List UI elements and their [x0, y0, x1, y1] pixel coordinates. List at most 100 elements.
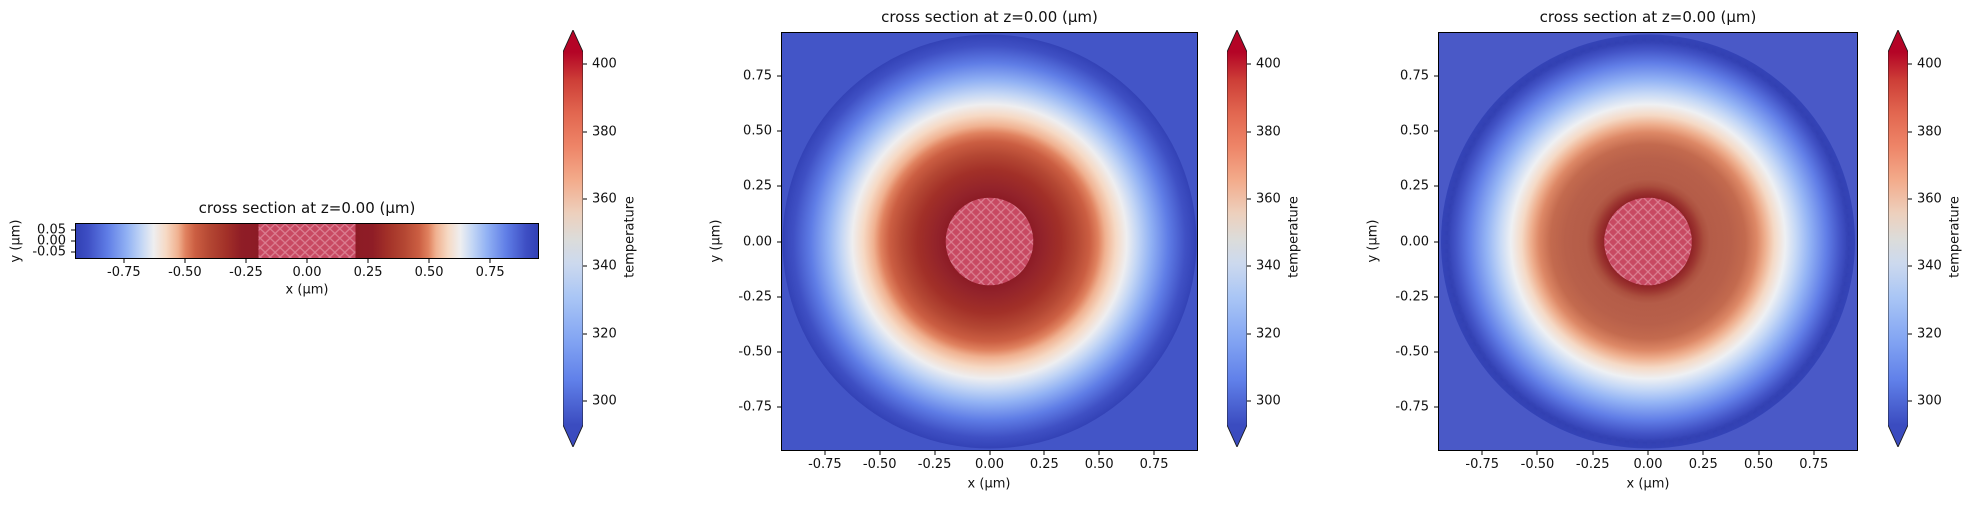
y-tick-mark	[71, 251, 75, 252]
cb-tick-label: 340	[1917, 258, 1942, 274]
cb-tick-label: 360	[1917, 191, 1942, 207]
x-tick-label: -0.25	[229, 265, 263, 280]
colorbar1-ticks: 400 380 360 340 320 300	[583, 52, 643, 425]
cb-tick-label: 380	[1256, 124, 1281, 140]
cb-tick-mark	[1908, 63, 1912, 65]
cb-tick-label: 400	[592, 56, 617, 72]
colorbar3: 400 380 360 340 320 300 temperature	[1887, 28, 1973, 449]
x-tick-mark	[306, 259, 308, 263]
cb-tick-label: 400	[1917, 56, 1942, 72]
y-tick-mark	[1434, 75, 1438, 77]
y-tick-label: 0.75	[743, 68, 772, 84]
plot2-ylabel: y (μm)	[708, 219, 724, 263]
y-tick-label: 0.50	[743, 123, 772, 139]
plot3-temperature-field	[1439, 33, 1857, 450]
plot1-axes	[75, 223, 539, 259]
plot2-y-ticks: 0.75 0.50 0.25 0.00 -0.25 -0.50 -0.75	[701, 32, 781, 451]
y-tick-mark	[777, 296, 781, 298]
plot1-temperature-field	[76, 224, 538, 258]
y-tick-mark	[777, 75, 781, 77]
plot2-x-ticks: -0.75 -0.50 -0.25 0.00 0.25 0.50 0.75	[781, 451, 1198, 475]
x-tick-label: 0.50	[414, 265, 444, 280]
plot3-ylabel: y (μm)	[1365, 219, 1381, 263]
x-tick-label: -0.50	[862, 457, 897, 472]
cb-tick-mark	[583, 198, 587, 200]
colorbar3-ticks: 400 380 360 340 320 300	[1908, 52, 1968, 425]
plot1-xlabel: x (μm)	[285, 282, 329, 298]
x-tick-label: 0.75	[1799, 457, 1829, 472]
plot2-axes	[781, 32, 1198, 451]
plot3-axes	[1438, 32, 1858, 451]
x-tick-mark	[1153, 451, 1155, 455]
cb-tick-label: 360	[1256, 191, 1281, 207]
colorbar2-ticks: 400 380 360 340 320 300	[1247, 52, 1307, 425]
cb-tick-label: 300	[592, 393, 617, 409]
x-tick-mark	[489, 259, 491, 263]
cb-tick-label: 380	[1917, 124, 1942, 140]
cb-tick-mark	[583, 131, 587, 133]
x-tick-label: 0.75	[1139, 457, 1169, 472]
x-tick-mark	[428, 259, 430, 263]
y-tick-label: 0.75	[1400, 68, 1429, 84]
y-tick-mark	[1434, 130, 1438, 132]
cb-tick-mark	[1247, 333, 1251, 335]
y-tick-mark	[1434, 296, 1438, 298]
plot2-title: cross section at z=0.00 (μm)	[881, 8, 1098, 26]
cb-tick-mark	[1908, 265, 1912, 267]
x-tick-mark	[989, 451, 990, 455]
x-tick-mark	[934, 451, 936, 455]
x-tick-mark	[1702, 451, 1704, 455]
cb-tick-mark	[583, 333, 587, 335]
y-tick-label: -0.25	[1395, 289, 1429, 305]
cb-tick-mark	[583, 265, 587, 267]
cb-tick-label: 320	[1256, 326, 1281, 342]
cb-tick-mark	[1247, 131, 1251, 133]
y-tick-mark	[1434, 241, 1438, 242]
colorbar3-bar	[1887, 28, 1909, 449]
x-tick-mark	[1481, 451, 1483, 455]
x-tick-mark	[367, 259, 369, 263]
cb-tick-mark	[583, 63, 587, 65]
plot1-x-ticks: -0.75 -0.50 -0.25 0.00 0.25 0.50 0.75	[75, 259, 539, 283]
plot3-y-ticks: 0.75 0.50 0.25 0.00 -0.25 -0.50 -0.75	[1358, 32, 1438, 451]
cb-tick-label: 340	[592, 258, 617, 274]
x-tick-mark	[245, 259, 247, 263]
colorbar2-bar	[1226, 28, 1248, 449]
y-tick-label: -0.50	[1395, 344, 1429, 360]
x-tick-label: -0.50	[168, 265, 202, 280]
cb-tick-mark	[1908, 131, 1912, 133]
x-tick-label: 0.50	[1744, 457, 1773, 472]
colorbar2: 400 380 360 340 320 300 temperature	[1226, 28, 1337, 449]
cb-tick-label: 400	[1256, 56, 1281, 72]
x-tick-label: 0.00	[292, 265, 322, 280]
x-tick-label: -0.50	[1520, 457, 1555, 472]
x-tick-mark	[1592, 451, 1594, 455]
x-tick-label: 0.00	[1633, 457, 1663, 472]
x-tick-mark	[184, 259, 186, 263]
colorbar3-label: temperature	[1947, 196, 1963, 278]
plot1-ylabel: y (μm)	[8, 219, 24, 263]
x-tick-mark	[1647, 451, 1649, 455]
y-tick-label: -0.05	[32, 244, 66, 259]
plot3-x-ticks: -0.75 -0.50 -0.25 0.00 0.25 0.50 0.75	[1438, 451, 1858, 475]
plot3-title: cross section at z=0.00 (μm)	[1539, 8, 1757, 26]
x-tick-label: -0.75	[107, 265, 141, 280]
cb-tick-mark	[1247, 265, 1251, 267]
x-tick-mark	[879, 451, 881, 455]
y-tick-mark	[1434, 351, 1438, 353]
y-tick-mark	[777, 406, 781, 408]
y-tick-label: -0.50	[738, 344, 772, 360]
y-tick-mark	[777, 351, 781, 353]
colorbar1: 400 380 360 340 320 300 temperature	[562, 28, 673, 449]
colorbar1-label: temperature	[622, 196, 638, 278]
y-tick-label: 0.00	[37, 233, 66, 249]
x-tick-label: -0.25	[917, 457, 952, 472]
cb-tick-label: 360	[592, 191, 617, 207]
y-tick-label: -0.75	[738, 399, 772, 415]
x-tick-mark	[1536, 451, 1538, 455]
cb-tick-mark	[1908, 333, 1912, 335]
y-tick-mark	[777, 241, 781, 242]
cb-tick-mark	[1908, 400, 1912, 402]
x-tick-mark	[1098, 451, 1100, 455]
